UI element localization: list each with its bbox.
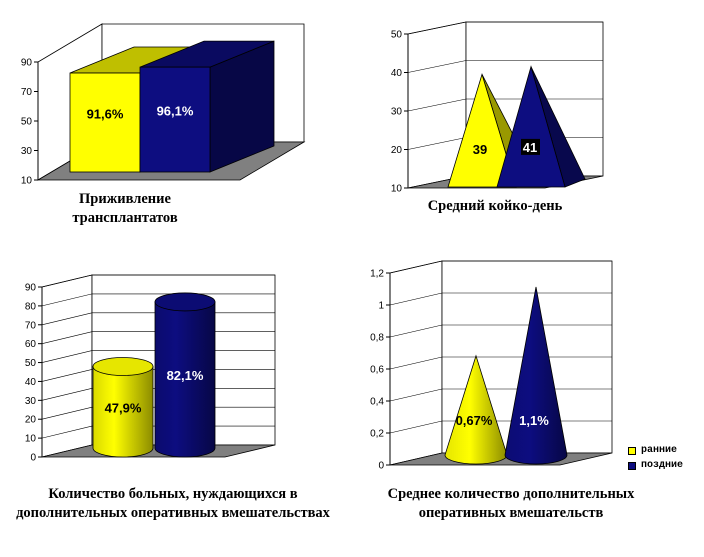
chart3-gridline (41, 293, 275, 307)
chart1-title: Приживление трансплантатов (72, 191, 178, 226)
chart3-tick-label: 60 (25, 339, 37, 350)
legend-item-late: поздние (628, 458, 683, 473)
chart3-side-wall (41, 274, 93, 458)
chart3-gridline (41, 274, 275, 288)
chart4-gridline (389, 260, 612, 274)
chart4-tick-label: 0 (378, 461, 384, 472)
chart4-tick-label: 1,2 (370, 269, 384, 280)
chart4-gridline (389, 324, 612, 338)
legend-item-early: ранние (628, 443, 683, 458)
chart4-tick-label: 0,8 (370, 333, 384, 344)
chart2-gridline (407, 98, 603, 112)
chart2-tick-label: 40 (391, 68, 403, 79)
chart1-tick-label: 10 (21, 176, 33, 187)
chart3-tick-label: 80 (25, 301, 37, 312)
chart4-data-label: 1,1% (519, 413, 549, 428)
legend-label-early: ранние (641, 445, 678, 456)
chart1-tick-label: 90 (21, 58, 33, 69)
chart4-cone (504, 286, 568, 465)
chart2-tick-label: 20 (391, 145, 403, 156)
chart4-gridline (389, 292, 612, 306)
chart3-tick-label: 20 (25, 415, 37, 426)
chart4-tick-label: 0,2 (370, 429, 384, 440)
chart4-gridline (389, 356, 612, 370)
chart2-gridline (407, 60, 603, 73)
chart1-data-label: 96,1% (157, 104, 194, 119)
legend-swatch-early (628, 446, 636, 455)
chart2-tick-label: 10 (391, 184, 403, 195)
chart3-title: Количество больных, нуждающихся в дополн… (16, 486, 330, 521)
chart2-tick-label: 30 (391, 107, 403, 118)
chart4-tick-label: 1 (378, 301, 384, 312)
chart4-cone (444, 354, 508, 465)
chart3-tick-label: 50 (25, 358, 37, 369)
chart3-cylinder-body (92, 366, 154, 458)
chart3-cylinder-top (92, 357, 154, 376)
chart1-tick-label: 70 (21, 87, 33, 98)
chart3-cylinder-body (154, 301, 216, 458)
legend: ранние поздние (628, 443, 683, 473)
chart4-tick-label: 0,6 (370, 365, 384, 376)
chart3-tick-label: 40 (25, 377, 37, 388)
chart2-data-label: 41 (523, 140, 537, 155)
chart3-tick-label: 70 (25, 320, 37, 331)
chart2-title: Средний койко-день (427, 198, 563, 214)
chart2-pyramid-front (447, 72, 517, 188)
chart4-tick-label: 0,4 (370, 397, 384, 408)
chart2-tick-label: 50 (391, 30, 403, 41)
legend-label-late: поздние (641, 460, 684, 471)
chart3-tick-label: 90 (25, 283, 37, 294)
chart4-gridline (389, 388, 612, 402)
chart1-tick-label: 50 (21, 117, 33, 128)
chart2-pyramid-front (496, 65, 566, 188)
chart2-label-box (521, 138, 540, 155)
chart4-title: Среднее количество дополнительных операт… (387, 486, 635, 521)
chart3-tick-label: 30 (25, 396, 37, 407)
chart1-data-label: 91,6% (87, 107, 124, 122)
chart3-tick-label: 0 (30, 453, 36, 464)
chart3-data-label: 82,1% (167, 368, 204, 383)
chart1-bar-front (139, 66, 211, 173)
chart3-cylinder-top (154, 292, 216, 312)
chart3-data-label: 47,9% (105, 400, 142, 415)
chart2-gridline (407, 21, 603, 35)
chart1-bar-front (69, 72, 141, 173)
chart1-tick-label: 30 (21, 146, 33, 157)
chart3-tick-label: 10 (25, 434, 37, 445)
chart4-data-label: 0,67% (456, 413, 493, 428)
chart2-data-label: 39 (473, 142, 487, 157)
legend-swatch-late (628, 461, 636, 470)
